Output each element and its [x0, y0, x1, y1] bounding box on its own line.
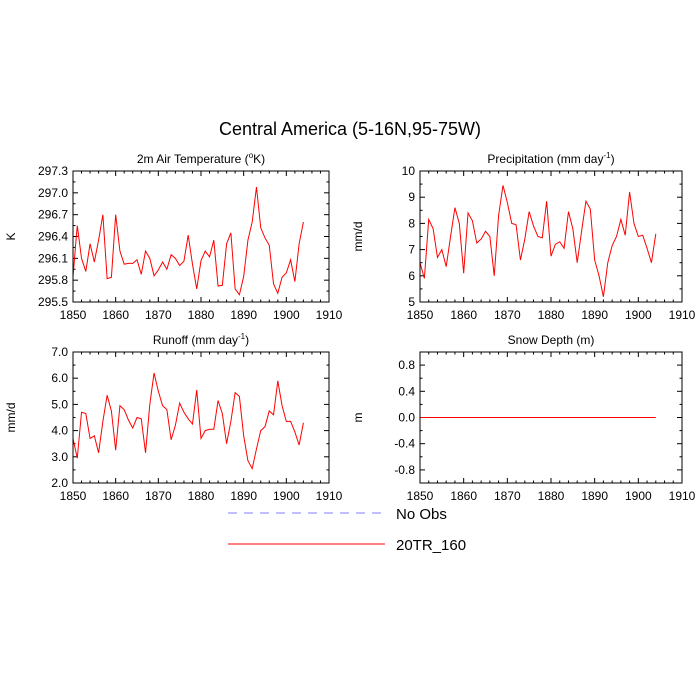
y-tick-label-296-4: 296.4 — [38, 230, 68, 244]
panel-title: Runoff (mm day-1) — [153, 332, 249, 347]
x-tick-label-1850: 1850 — [60, 489, 87, 503]
x-tick-label-1860: 1860 — [450, 308, 477, 322]
y-tick-label-0-0: 0.0 — [398, 411, 415, 425]
x-tick-label-1910: 1910 — [669, 308, 696, 322]
chart-panel-3: Snow Depth (m) m 1850 1860 1870 1880 1890 1900 1… — [351, 333, 696, 503]
x-tick-label-1890: 1890 — [230, 308, 257, 322]
y-tick-label-8: 8 — [408, 216, 415, 230]
x-tick-label-1860: 1860 — [450, 489, 477, 503]
panel-title: 2m Air Temperature (oK) — [137, 151, 265, 166]
y-axis-label: K — [4, 232, 18, 240]
y-tick-label-295-8: 295.8 — [38, 273, 68, 287]
plot-frame — [419, 170, 683, 303]
x-tick-label-1910: 1910 — [316, 489, 343, 503]
x-tick-label-1900: 1900 — [625, 308, 652, 322]
y-tick-label-6-0: 6.0 — [51, 371, 68, 385]
y-tick-label-296-7: 296.7 — [38, 208, 68, 222]
panels: 2m Air Temperature (oK) K 1850 1860 1870 1880… — [4, 151, 696, 503]
series-line-20tr-160 — [419, 185, 657, 297]
x-tick-label-1870: 1870 — [145, 308, 172, 322]
x-tick-label-1880: 1880 — [188, 489, 215, 503]
chart-panel-1: Precipitation (mm day-1) mm/d 1850 1860 1870… — [351, 151, 696, 322]
x-tick-label-1870: 1870 — [494, 308, 521, 322]
y-axis-label: mm/d — [351, 222, 365, 252]
x-tick-label-1890: 1890 — [581, 308, 608, 322]
y-tick-label-3-0: 3.0 — [51, 450, 68, 464]
x-tick-label-1880: 1880 — [188, 308, 215, 322]
y-tick-label-5: 5 — [408, 295, 415, 309]
y-tick-label-4-0: 4.0 — [51, 424, 68, 438]
x-tick-label-1890: 1890 — [230, 489, 257, 503]
y-tick-label-2-0: 2.0 — [51, 476, 68, 490]
panel-title: Precipitation (mm day-1) — [487, 151, 614, 166]
y-tick-label-7-0: 7.0 — [51, 345, 68, 359]
x-tick-label-1880: 1880 — [538, 489, 565, 503]
x-tick-label-1910: 1910 — [669, 489, 696, 503]
y-tick-label-296-1: 296.1 — [38, 251, 68, 265]
legend-label-no-obs: No Obs — [396, 506, 447, 523]
plot-frame — [419, 351, 683, 484]
y-tick-label-295-5: 295.5 — [38, 295, 68, 309]
x-tick-label-1900: 1900 — [625, 489, 652, 503]
x-tick-label-1870: 1870 — [145, 489, 172, 503]
x-tick-label-1850: 1850 — [60, 308, 87, 322]
panel-title: Snow Depth (m) — [508, 333, 595, 347]
x-tick-label-1900: 1900 — [273, 308, 300, 322]
chart-panel-2: Runoff (mm day-1) mm/d 1850 1860 1870 1880 189… — [4, 332, 343, 503]
y-tick-label-6: 6 — [408, 269, 415, 283]
series-line-20tr-160 — [72, 372, 304, 471]
y-axis-label: mm/d — [4, 403, 18, 433]
x-tick-label-1910: 1910 — [316, 308, 343, 322]
y-tick-label-297-0: 297.0 — [38, 186, 68, 200]
y-tick-label-9: 9 — [408, 190, 415, 204]
figure-title: Central America (5-16N,95-75W) — [219, 119, 481, 139]
legend-label-20tr-160: 20TR_160 — [396, 537, 466, 554]
x-tick-label-1890: 1890 — [581, 489, 608, 503]
y-tick-label-0-4: 0.4 — [398, 384, 415, 398]
y-tick-label-10: 10 — [402, 164, 416, 178]
y-tick-label-5-0: 5.0 — [51, 397, 68, 411]
x-tick-label-1880: 1880 — [538, 308, 565, 322]
x-tick-label-1860: 1860 — [102, 308, 129, 322]
y-tick-label-0-4: -0.4 — [394, 437, 415, 451]
y-axis-label: m — [351, 413, 365, 423]
series-line-20tr-160 — [72, 186, 304, 296]
plot-frame — [72, 351, 330, 484]
x-tick-label-1850: 1850 — [407, 308, 434, 322]
y-tick-label-7: 7 — [408, 243, 415, 257]
x-tick-label-1850: 1850 — [407, 489, 434, 503]
plot-frame — [72, 170, 330, 303]
x-tick-label-1870: 1870 — [494, 489, 521, 503]
x-tick-label-1860: 1860 — [102, 489, 129, 503]
chart-panel-0: 2m Air Temperature (oK) K 1850 1860 1870 1880… — [4, 151, 343, 322]
legend: No Obs 20TR_160 — [228, 506, 466, 554]
x-tick-label-1900: 1900 — [273, 489, 300, 503]
y-tick-label-0-8: -0.8 — [394, 463, 415, 477]
y-tick-label-0-8: 0.8 — [398, 358, 415, 372]
y-tick-label-297-3: 297.3 — [38, 164, 68, 178]
